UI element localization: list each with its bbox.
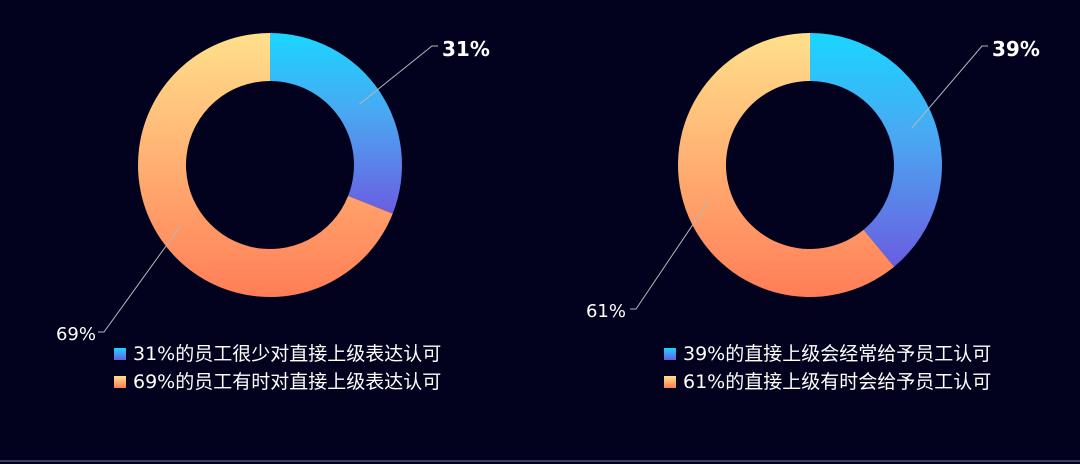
legend-chart-2: 39%的直接上级会经常给予员工认可 61%的直接上级有时会给予员工认可	[664, 340, 991, 396]
legend-swatch-orange	[664, 376, 676, 388]
donut-slice-1-1	[270, 33, 403, 214]
legend-swatch-orange	[114, 376, 126, 388]
data-label-2-2: 61%	[586, 301, 626, 322]
legend-swatch-blue	[664, 348, 676, 360]
donut-slice-2-2	[678, 33, 895, 297]
legend-chart-1: 31%的员工很少对直接上级表达认可 69%的员工有时对直接上级表达认可	[114, 340, 441, 396]
legend-label: 31%的员工很少对直接上级表达认可	[133, 343, 442, 365]
donut-slice-1-2	[138, 33, 393, 297]
legend-label: 61%的直接上级有时会给予员工认可	[683, 371, 992, 393]
legend-item: 69%的员工有时对直接上级表达认可	[114, 368, 441, 396]
legend-item: 31%的员工很少对直接上级表达认可	[114, 340, 441, 368]
data-label-2-1: 39%	[992, 37, 1040, 61]
leader-line-2-2	[630, 201, 709, 310]
legend-label: 39%的直接上级会经常给予员工认可	[683, 343, 992, 365]
legend-item: 39%的直接上级会经常给予员工认可	[664, 340, 991, 368]
data-label-1-2: 69%	[56, 324, 96, 345]
leader-line-2-1	[911, 45, 988, 129]
legend-item: 61%的直接上级有时会给予员工认可	[664, 368, 991, 396]
leader-line-1-2	[98, 225, 182, 333]
donut-slice-2-1	[810, 33, 942, 267]
data-label-1-1: 31%	[442, 37, 490, 61]
legend-label: 69%的员工有时对直接上级表达认可	[133, 371, 442, 393]
leader-line-1-1	[359, 45, 438, 105]
bottom-divider	[0, 460, 1080, 462]
legend-swatch-blue	[114, 348, 126, 360]
